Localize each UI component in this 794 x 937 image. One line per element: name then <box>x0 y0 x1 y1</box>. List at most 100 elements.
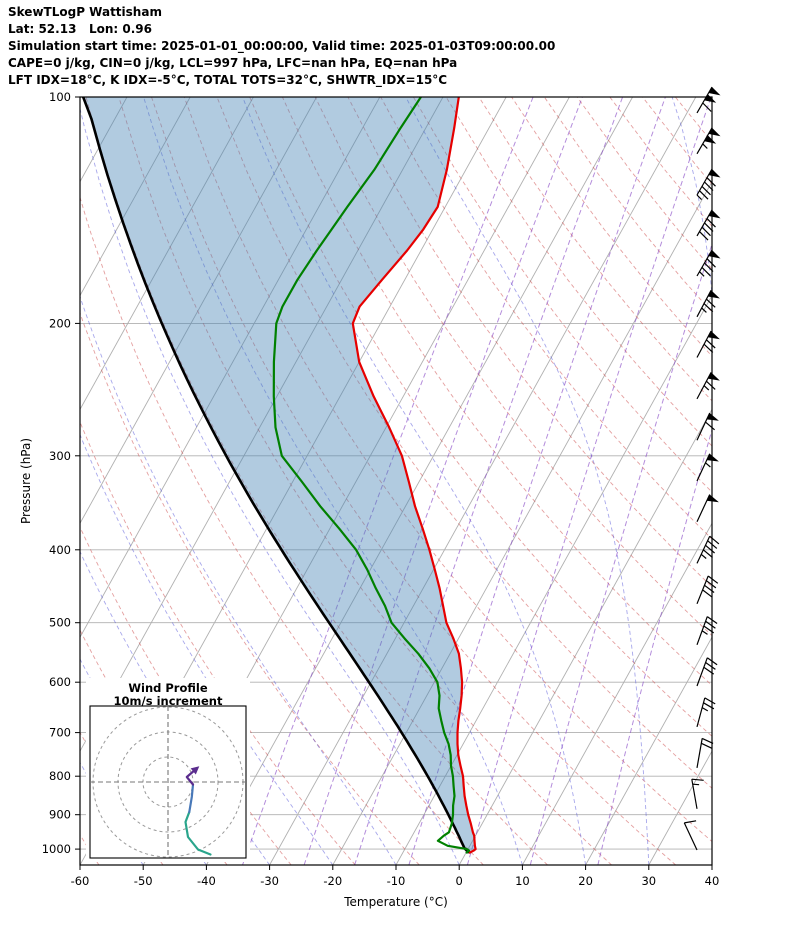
temperature-axis-label: Temperature (°C) <box>343 895 448 909</box>
wind-barb-full <box>701 226 711 237</box>
wind-barb-staff <box>696 738 703 769</box>
isotherm-line <box>395 294 712 865</box>
wind-barb-full <box>706 580 717 589</box>
wind-barb-flag <box>706 453 719 462</box>
pressure-tick-label: 100 <box>49 90 71 104</box>
wind-barb-full <box>703 702 715 710</box>
times-line: Simulation start time: 2025-01-01_00:00:… <box>8 39 556 53</box>
wind-barb-staff <box>696 697 706 728</box>
wind-barb-full <box>704 262 714 272</box>
wind-barb-full <box>705 380 716 390</box>
dry-adiabat-line <box>314 97 712 637</box>
dry-adiabat-line <box>80 420 356 865</box>
mixing-ratio-line <box>303 97 583 865</box>
dry-adiabat-line <box>380 97 712 540</box>
wind-barb-half <box>699 271 705 277</box>
wind-barb-full <box>703 625 715 634</box>
dewpoint-profile-line <box>272 97 471 854</box>
isotherm-line <box>80 97 381 639</box>
wind-barb-full <box>704 584 715 593</box>
wind-barb-full <box>705 662 716 670</box>
wind-barb-flag <box>706 494 719 503</box>
isotherm-line <box>458 408 712 865</box>
wind-barb-half <box>701 307 707 313</box>
temperature-tick-label: 30 <box>641 874 656 888</box>
wind-barb-full <box>704 697 716 705</box>
moist-adiabat-line <box>405 97 650 865</box>
pressure-tick-label: 500 <box>49 616 71 630</box>
moist-adiabat-line <box>80 295 397 865</box>
wind-barb-half <box>700 553 707 559</box>
wind-barb-half <box>702 143 708 149</box>
wind-barb-full <box>699 231 709 241</box>
wind-barb-full <box>706 177 716 187</box>
hodograph-trace-low-level <box>185 768 197 786</box>
dry-adiabat-line <box>576 97 712 270</box>
wind-barb-full <box>706 258 716 268</box>
wind-barb-half <box>703 385 710 391</box>
wind-barb-full <box>709 535 720 545</box>
wind-barb-flag <box>708 169 721 178</box>
wind-barb-full <box>705 298 716 308</box>
mixing-ratio-line <box>466 97 712 865</box>
isotherm-line <box>711 864 712 865</box>
wind-barb-full <box>702 102 712 112</box>
dry-adiabat-line <box>80 195 484 865</box>
dry-adiabat-line <box>281 97 712 687</box>
dry-adiabat-line <box>413 97 712 493</box>
wind-barb-full <box>684 820 697 824</box>
dry-adiabat-line <box>183 97 712 843</box>
wind-barb-flag <box>708 87 721 96</box>
wind-barb-full <box>702 589 713 598</box>
wind-barb-half <box>701 630 708 635</box>
wind-barb-full <box>705 544 715 554</box>
isotherm-line <box>648 750 712 865</box>
wind-barb-flag <box>704 94 717 103</box>
temperature-tick-label: -50 <box>134 874 153 888</box>
wind-barb-flag <box>707 372 720 381</box>
pressure-tick-label: 300 <box>49 449 71 463</box>
temperature-axis-ticks: -60 -50 -40 -30 -20 -10 0 10 20 30 40 <box>71 865 719 888</box>
wind-barb-full <box>702 549 713 558</box>
moist-adiabat-line <box>0 97 17 865</box>
temperature-tick-label: -60 <box>71 874 90 888</box>
moist-adiabat-line <box>80 433 334 865</box>
moist-adiabat-line <box>80 106 460 865</box>
pressure-tick-label: 900 <box>49 808 71 822</box>
wind-barb-full <box>701 185 711 196</box>
mixing-ratio-line <box>529 242 712 865</box>
wind-barb-staff <box>683 822 698 851</box>
wind-barb-full <box>704 222 714 232</box>
pressure-axis-label: Pressure (hPa) <box>19 438 33 524</box>
wind-barb-full <box>701 737 714 744</box>
mixing-ratio-line <box>354 97 624 865</box>
wind-barb-full <box>704 181 714 191</box>
wind-barb-full <box>706 218 716 228</box>
background-grid <box>0 97 712 865</box>
wind-barb-flag <box>707 290 720 299</box>
wind-barb-full <box>703 666 715 675</box>
wind-barb-flag <box>706 413 719 421</box>
dry-adiabat-line <box>511 97 712 357</box>
chart-title: SkewTLogP Wattisham <box>8 5 162 19</box>
isotherm-line <box>269 97 697 865</box>
temperature-tick-label: -10 <box>387 874 406 888</box>
isotherm-line <box>80 97 191 297</box>
wind-barb-flag <box>708 127 721 137</box>
wind-barb-staff <box>696 127 713 155</box>
wind-barb-full <box>707 575 719 584</box>
dry-adiabat-line <box>445 97 712 447</box>
wind-barb-half <box>692 783 700 786</box>
stability-indices-line: LFT IDX=18°C, K IDX=-5°C, TOTAL TOTS=32°… <box>8 73 448 87</box>
wind-barb-full <box>701 266 711 277</box>
temperature-tick-label: 10 <box>515 874 530 888</box>
hodograph-inset: Wind Profile 10m/s increment <box>86 678 250 862</box>
dry-adiabat-line <box>609 97 712 228</box>
dry-adiabat-line <box>674 97 712 143</box>
wind-barb-flag <box>704 135 717 144</box>
hodograph-trace-mid-level <box>188 783 195 814</box>
dry-adiabat-line <box>151 97 676 865</box>
temperature-tick-label: -20 <box>323 874 342 888</box>
